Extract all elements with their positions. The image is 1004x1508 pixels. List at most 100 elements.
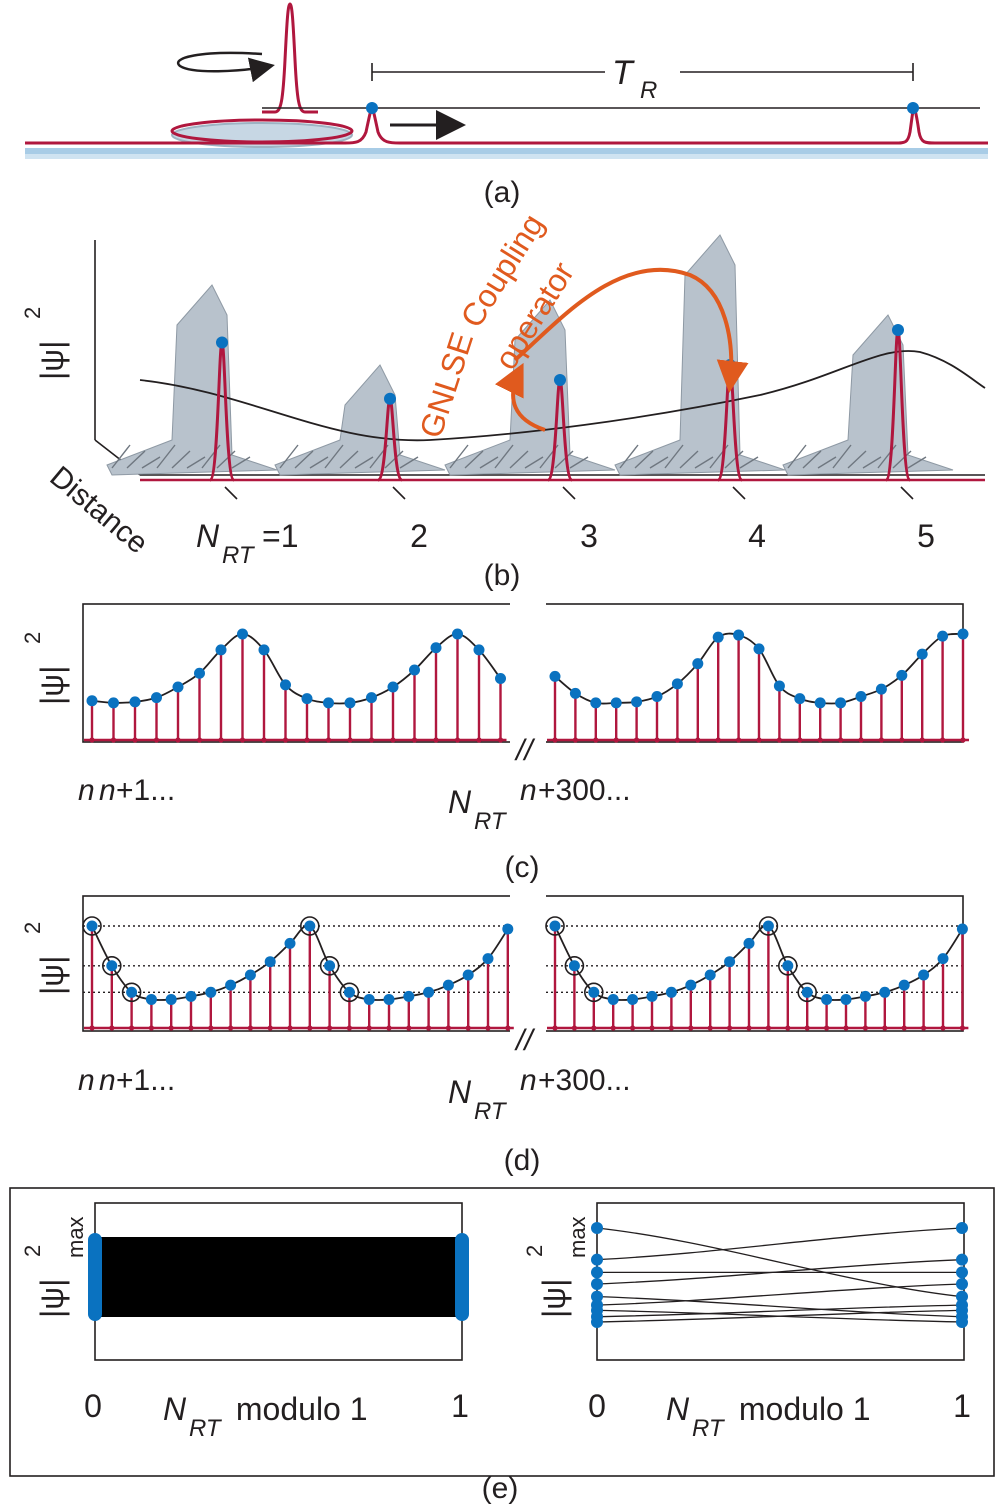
c-tick-n: n (78, 774, 95, 807)
c-ylabel-sup: 2 (20, 632, 45, 644)
e-right-point-right-9 (956, 1316, 968, 1328)
output-pulse-train (25, 106, 988, 145)
e-right-map-line-1 (596, 1227, 963, 1298)
b-tick-mark-2 (392, 486, 406, 500)
b-ylabel: |ψ| (34, 341, 70, 380)
d-axis-break-gap (510, 892, 546, 1038)
d-seg1-point-3 (126, 986, 138, 998)
d-tick-right-n: n (520, 1064, 537, 1097)
d-seg1-point-17 (403, 990, 415, 1002)
c-seg2-point-9 (712, 631, 724, 643)
e-right-map-line-5 (596, 1296, 963, 1318)
d-seg2-point-15 (821, 993, 833, 1005)
c-seg1-point-6 (194, 667, 205, 679)
c-seg1-point-4 (151, 692, 162, 704)
e-right-xlabel-sub: RT (692, 1415, 726, 1442)
surface-ripple (464, 450, 484, 469)
b-peak-marker-1 (216, 336, 228, 349)
d-xlabel-sub: RT (474, 1098, 508, 1125)
c-seg2-point-8 (692, 658, 704, 670)
surface-ripple (739, 456, 759, 469)
surface-ripple (354, 456, 374, 469)
d-seg2-point-20 (918, 969, 930, 981)
surface-ripple (892, 450, 912, 469)
c-seg2-point-18 (896, 669, 908, 681)
d-seg1-point-12 (304, 920, 316, 932)
e-right-ylabel-sub: max (565, 1216, 590, 1258)
d-seg1-point-2 (106, 960, 118, 972)
surface-ripple (309, 456, 329, 469)
c-seg1-point-19 (473, 644, 485, 656)
d-seg2-point-7 (665, 986, 677, 998)
b-tick-mark-5 (900, 486, 914, 500)
surface-ripple (569, 456, 589, 469)
c-seg2-point-14 (814, 697, 826, 709)
e-right-point-right-1 (956, 1222, 968, 1234)
e-right-map-line-8 (596, 1304, 963, 1318)
c-seg2-point-1 (549, 670, 561, 682)
b-rt-sub: RT (222, 542, 256, 569)
surface-ripple (524, 456, 544, 469)
e-right-tick-0: 0 (588, 1388, 606, 1424)
panel-e: |ψ| 2 max 0 1 N RT modulo 1 |ψ| 2 max 0 … (9, 1187, 995, 1505)
c-seg2-point-12 (773, 680, 785, 692)
waveguide-bus-shadow (25, 154, 988, 159)
period-label: T (612, 54, 635, 92)
d-stem-plot (82, 916, 969, 1031)
c-seg2-point-4 (610, 697, 622, 709)
surface-ripple (634, 450, 654, 469)
c-seg1-point-1 (86, 695, 98, 707)
b-tick-mark-3 (562, 486, 576, 500)
d-seg2-point-8 (685, 979, 697, 991)
d-seg2-point-17 (859, 990, 871, 1002)
b-peak-marker-5 (892, 324, 904, 336)
gnlse-arrow (494, 362, 546, 432)
surface-ripple (817, 456, 837, 469)
e-left-tick-0: 0 (84, 1388, 102, 1424)
d-seg1-point-14 (343, 986, 355, 998)
c-seg1-point-20 (495, 673, 506, 685)
surface-ripple (694, 456, 714, 469)
d-tick-n-plus-300: +300... (538, 1064, 631, 1097)
e-right-xlabel-text: modulo 1 (730, 1391, 871, 1427)
e-left-xlabel-sub: RT (189, 1415, 223, 1442)
d-seg1-point-6 (185, 990, 197, 1002)
coupling-arrow (513, 267, 749, 393)
depth-label: Distance (44, 460, 155, 560)
e-left-ylabel-sup: 2 (20, 1245, 45, 1257)
d-seg1-point-7 (205, 986, 217, 998)
c-seg2-point-16 (855, 691, 867, 703)
surface-ripple (494, 444, 514, 469)
caption-e: (e) (482, 1472, 519, 1505)
surface-ripple (111, 444, 131, 469)
e-left-points-at-1 (455, 1233, 469, 1321)
c-stem-plot (84, 628, 969, 743)
d-xlabel: N (448, 1074, 472, 1110)
c-seg2-point-5 (631, 696, 643, 708)
c-tick-n2: n (99, 774, 116, 807)
surface-ripple (231, 456, 251, 469)
surface-ripple (649, 456, 669, 469)
c-xlabel: N (448, 784, 472, 820)
circulation-arrow (177, 51, 275, 83)
d-seg2-point-10 (724, 956, 736, 968)
surface-ripple (509, 450, 529, 469)
surface-ripple (156, 444, 176, 469)
b-rt-var: N (196, 518, 220, 554)
e-right-map-line-6 (596, 1283, 963, 1306)
c-seg1-point-14 (366, 692, 377, 704)
b-round-trip-ticks: NRT=1 2 3 4 5 (196, 486, 935, 569)
d-seg2-point-18 (879, 986, 891, 998)
c-seg1-point-10 (280, 679, 291, 691)
panel-a: T R (a) (25, 2, 988, 209)
d-ylabel: |ψ| (34, 956, 70, 995)
d-seg2-point-22 (956, 923, 968, 935)
b-ylabel-sup: 2 (20, 307, 45, 319)
c-seg2-point-17 (875, 683, 887, 695)
c-seg2-point-2 (569, 687, 581, 699)
surface-ripple (907, 456, 927, 469)
c-tick-right-n: n (520, 774, 537, 807)
c-seg1-point-12 (323, 697, 334, 709)
caption-b: (b) (484, 559, 521, 592)
c-seg1-point-5 (172, 681, 184, 693)
